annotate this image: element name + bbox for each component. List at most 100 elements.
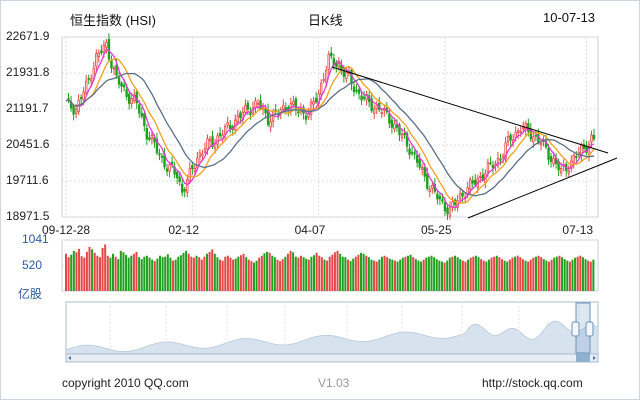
candle-body (390, 119, 394, 128)
y-tick-label: 19711.6 (6, 172, 49, 187)
period-label: 日K线 (308, 13, 343, 28)
candle-body (532, 136, 535, 143)
candle-body (72, 105, 75, 115)
volume-bar (339, 253, 342, 291)
volume-bar (352, 258, 355, 291)
volume-bar (67, 257, 70, 291)
candle-body (236, 115, 239, 123)
volume-bar (417, 260, 420, 291)
candle-body (148, 137, 151, 140)
candle-body (181, 183, 184, 193)
candle-body (229, 125, 232, 130)
volume-bar (195, 255, 198, 291)
volume-bar (104, 244, 107, 291)
candle-body (415, 154, 419, 163)
candle-body (115, 65, 118, 76)
candle-body (458, 193, 462, 200)
y-tick-label: 22671.9 (6, 29, 50, 43)
volume-bar (501, 259, 504, 291)
volume-bar (313, 255, 316, 291)
candle-body (294, 98, 298, 110)
volume-bar (534, 256, 537, 291)
candle-body (201, 153, 204, 157)
candle-body (160, 155, 164, 158)
volume-bar (70, 254, 73, 291)
volume-bar (166, 254, 169, 291)
candle-body (469, 179, 472, 190)
volume-bar (396, 261, 399, 291)
navigator-scroll-thumb (576, 354, 590, 362)
volume-bar (399, 259, 402, 291)
volume-bar (106, 255, 109, 291)
volume-bar (378, 259, 381, 291)
site-link[interactable]: http://stock.qq.com (482, 376, 583, 390)
volume-bar (75, 252, 78, 291)
volume-bar (367, 257, 370, 291)
candle-body (534, 134, 538, 137)
candle-body (438, 195, 442, 200)
volume-bar (305, 258, 308, 291)
candle-body (408, 148, 411, 156)
candle-body (314, 98, 318, 103)
x-tick-label: 05-25 (420, 223, 452, 237)
volume-bar (315, 252, 318, 291)
volume-bar (279, 261, 282, 291)
volume-bar (571, 259, 574, 291)
volume-bar (323, 259, 326, 291)
candle-body (211, 136, 214, 147)
ma20-line (65, 72, 595, 197)
volume-bar (375, 261, 378, 291)
volume-bar (263, 253, 266, 291)
candle-body (304, 115, 308, 120)
candle-body (297, 111, 300, 114)
candle-body (130, 97, 133, 105)
volume-bar (438, 260, 441, 291)
candle-body (244, 104, 247, 113)
candle-body (292, 101, 295, 105)
volume-bar (446, 260, 449, 291)
volume-bar (430, 255, 433, 291)
candle-body (82, 91, 85, 101)
candle-body (373, 108, 376, 114)
volume-bar (344, 257, 347, 291)
volume-bar (404, 256, 407, 291)
candle-body (309, 101, 313, 115)
candle-body (337, 62, 341, 68)
volume-bar (561, 257, 564, 291)
volume-bar (310, 256, 313, 291)
candle-body (355, 89, 358, 92)
candle-body (105, 41, 108, 48)
volume-bar (511, 257, 514, 291)
volume-bar (78, 248, 81, 291)
volume-bar (117, 259, 120, 291)
candle-body (330, 52, 333, 57)
volume-bar (109, 257, 112, 291)
candle-body (322, 78, 325, 82)
candle-body (491, 164, 495, 169)
candle-body (110, 60, 113, 69)
volume-bar (456, 257, 459, 291)
volume-bar (555, 256, 558, 291)
candle-body (206, 138, 209, 150)
volume-bar (451, 256, 454, 291)
volume-bar (221, 260, 224, 291)
candle-body (522, 127, 525, 130)
volume-bar (232, 259, 235, 291)
volume-bar (427, 256, 430, 291)
volume-bar (401, 257, 404, 291)
volume-bar (237, 256, 240, 291)
volume-bar (487, 259, 490, 291)
candle-body (446, 207, 449, 215)
volume-bar (576, 256, 579, 291)
volume-bar (318, 255, 321, 291)
volume-bar (326, 260, 329, 291)
candle-body (426, 173, 429, 189)
volume-bar (357, 254, 360, 291)
volume-bar (341, 256, 344, 291)
volume-bar (409, 254, 412, 291)
candle-body (539, 142, 543, 146)
volume-bar (72, 250, 75, 291)
volume-bar (151, 259, 154, 291)
volume-bar (553, 257, 556, 291)
